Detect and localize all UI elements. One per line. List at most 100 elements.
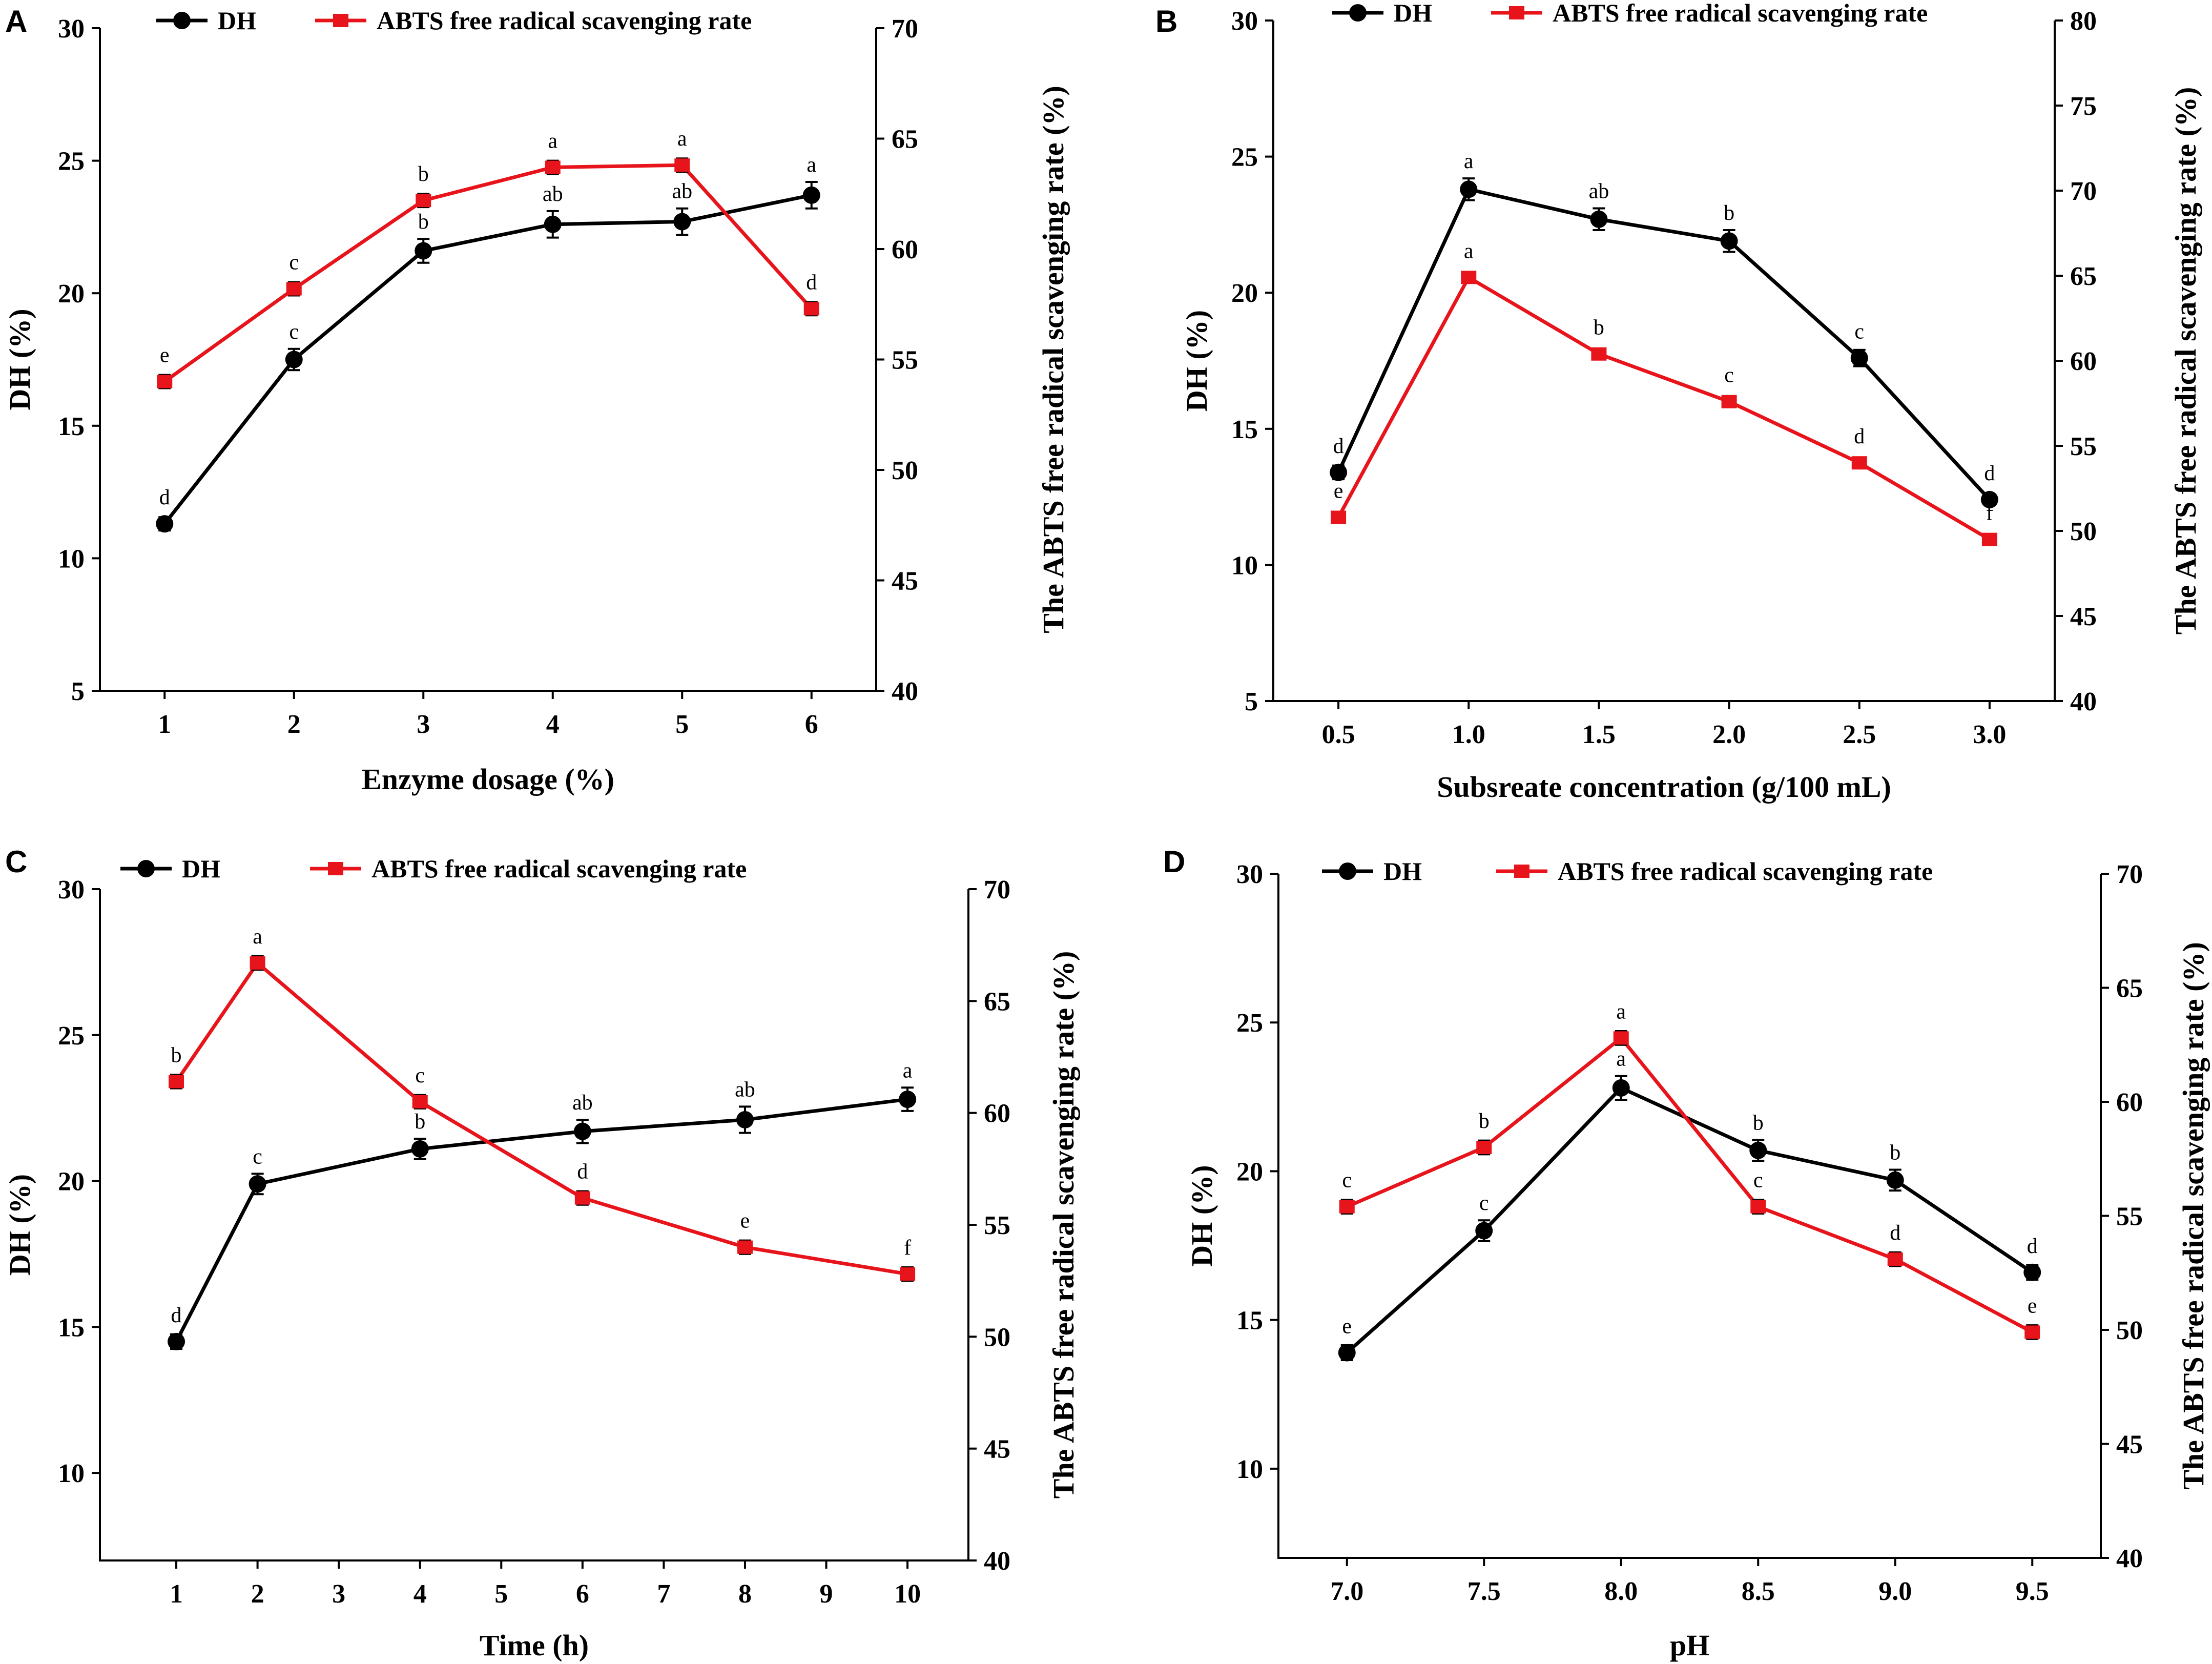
significance-label: a [253, 925, 262, 949]
y-tick-label: 15 [1231, 415, 1258, 444]
significance-label: c [1854, 320, 1864, 344]
y2-tick-label: 65 [2070, 262, 2097, 291]
significance-label: a [1616, 1047, 1626, 1071]
data-point [168, 1332, 185, 1350]
legend-marker-abts [1514, 865, 1529, 878]
y-tick-label: 25 [58, 147, 85, 176]
legend-label-dh: DH [218, 6, 256, 35]
y2-tick-label: 60 [2070, 347, 2097, 376]
series-abts: e c b a a d [157, 127, 819, 389]
y2-tick-label: 40 [892, 677, 918, 706]
legend-marker-abts [328, 862, 343, 875]
y2-tick-label: 45 [892, 567, 918, 596]
legend-marker-dh [1339, 862, 1356, 880]
x-tick-label: 6 [576, 1579, 589, 1609]
y2-axis-title: The ABTS free radical scavenging rate (%… [2169, 87, 2202, 635]
data-point [674, 158, 690, 172]
significance-label: d [2027, 1235, 2038, 1258]
significance-label: ab [1589, 180, 1609, 203]
legend-marker-abts [333, 14, 348, 27]
y-tick-label: 25 [58, 1021, 85, 1051]
x-tick-label: 7.0 [1330, 1577, 1363, 1606]
y2-tick-label: 50 [2070, 517, 2097, 546]
y-tick-label: 10 [1231, 551, 1258, 580]
data-point [169, 1075, 184, 1088]
significance-label: c [415, 1064, 425, 1087]
legend: DH ABTS free radical scavenging rate [156, 6, 752, 35]
x-tick-label: 1 [158, 710, 171, 739]
y2-tick-label: 65 [2116, 974, 2143, 1003]
significance-label: d [1854, 425, 1865, 448]
y2-tick-label: 40 [2070, 687, 2097, 716]
legend: DH ABTS free radical scavenging rate [1332, 0, 1928, 27]
significance-label: a [1616, 1000, 1626, 1023]
y-tick-label: 25 [1231, 143, 1258, 172]
data-point [286, 282, 302, 296]
y-tick-label: 5 [71, 677, 85, 706]
x-tick-label: 8 [738, 1579, 752, 1609]
significance-label: b [415, 1110, 425, 1134]
x-tick-label: 8.0 [1604, 1577, 1638, 1606]
x-tick-label: 4 [546, 710, 560, 739]
legend-marker-dh [173, 12, 191, 29]
data-point [412, 1095, 428, 1108]
y2-tick-label: 75 [2070, 92, 2097, 121]
data-point [1886, 1171, 1904, 1189]
significance-label: b [418, 210, 429, 234]
x-tick-label: 2.5 [1843, 720, 1876, 749]
series-line [1337, 275, 1991, 541]
y-tick-label: 15 [58, 1313, 85, 1342]
panel-letter: A [5, 4, 27, 38]
panel-c: C1 2 3 4 5 6 7 8 9 10101520253040455055606570Time… [3, 845, 1080, 1662]
y-axis-title: DH (%) [1180, 310, 1213, 412]
data-point [736, 1111, 754, 1128]
legend-label-abts: ABTS free radical scavenging rate [371, 854, 747, 883]
x-tick-label: 1.0 [1452, 720, 1485, 749]
data-point [1981, 532, 1997, 546]
data-point [2023, 1263, 2041, 1281]
significance-label: e [740, 1209, 750, 1233]
significance-label: b [1890, 1141, 1900, 1165]
data-point [415, 242, 432, 260]
y2-tick-label: 45 [984, 1435, 1010, 1464]
significance-label: a [1464, 239, 1474, 263]
data-point [1749, 1141, 1767, 1159]
x-tick-label: 7 [657, 1579, 670, 1609]
data-point [899, 1091, 917, 1108]
y-tick-label: 20 [1236, 1157, 1263, 1186]
y2-tick-label: 70 [984, 875, 1010, 905]
series-line [1336, 187, 1991, 501]
x-tick-label: 0.5 [1322, 720, 1355, 749]
data-point [1476, 1141, 1492, 1154]
y2-tick-label: 70 [892, 14, 918, 44]
data-point [1721, 395, 1737, 408]
data-point [737, 1240, 753, 1254]
x-tick-label: 9 [820, 1579, 833, 1609]
x-tick-label: 7.5 [1467, 1577, 1501, 1606]
significance-label: a [1464, 150, 1474, 173]
y2-tick-label: 55 [2116, 1202, 2143, 1231]
data-point [2024, 1325, 2040, 1339]
significance-label: e [160, 344, 170, 367]
data-point [802, 186, 820, 204]
data-point [574, 1191, 590, 1205]
x-tick-label: 5 [675, 710, 689, 739]
legend-label-abts: ABTS free radical scavenging rate [1558, 857, 1933, 886]
y2-tick-label: 80 [2070, 7, 2097, 36]
y2-tick-label: 50 [984, 1323, 1010, 1352]
data-point [1612, 1079, 1630, 1097]
series-line [1346, 1035, 2033, 1334]
data-point [157, 375, 173, 388]
data-point [1980, 490, 1998, 508]
y-axis-title: DH (%) [1185, 1165, 1218, 1266]
significance-label: b [418, 162, 429, 186]
significance-label: e [2028, 1294, 2037, 1318]
x-tick-label: 1 [170, 1579, 183, 1609]
y-tick-label: 20 [58, 279, 85, 309]
data-point [1338, 1344, 1356, 1362]
